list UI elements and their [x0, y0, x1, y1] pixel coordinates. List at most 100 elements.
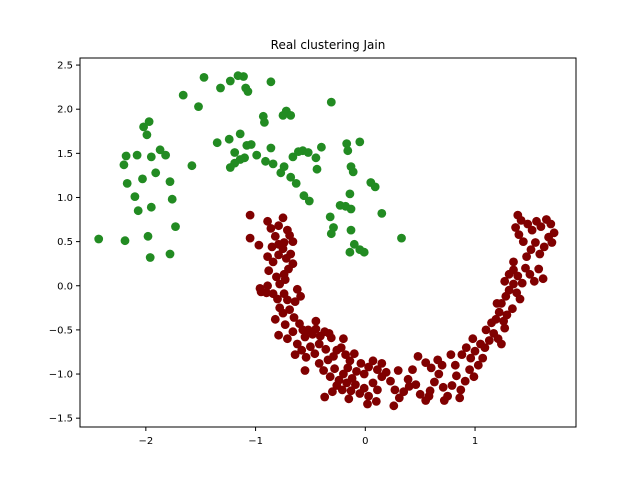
- series-1-point-167: [523, 219, 533, 229]
- y-tick-label: 0.5: [57, 237, 73, 248]
- series-1-point-19: [286, 249, 296, 259]
- series-0-point-60: [312, 164, 322, 174]
- series-1-point-81: [359, 369, 369, 379]
- series-1-point-40: [285, 305, 294, 314]
- series-1-point-175: [547, 238, 557, 247]
- x-axis: −2 −1 0 1: [138, 427, 478, 447]
- series-1-point-194: [492, 299, 502, 308]
- series-1-point-6: [274, 221, 283, 231]
- series-1-point-87: [337, 385, 347, 395]
- series-1-point-59: [301, 352, 311, 362]
- series-1-point-16: [274, 250, 283, 260]
- series-1-point-39: [278, 308, 288, 318]
- y-tick-label: −0.5: [49, 325, 73, 336]
- series-1-point-186: [439, 396, 449, 405]
- series-1-point-161: [535, 249, 545, 259]
- series-1-point-31: [273, 294, 282, 304]
- x-tick-label: 1: [472, 436, 478, 447]
- series-1-point-144: [504, 285, 514, 295]
- series-1-point-134: [497, 339, 506, 349]
- series-0-point-79: [346, 204, 356, 214]
- series-0-point-11: [132, 150, 142, 160]
- series-1-point-85: [377, 359, 387, 368]
- series-1-point-176: [513, 210, 523, 220]
- series-1-point-156: [534, 264, 544, 274]
- series-0-point-0: [94, 234, 104, 244]
- series-1-point-76: [339, 369, 348, 379]
- series-1-point-191: [413, 352, 423, 361]
- y-axis: −1.5 −1.0 −0.5 0.0 0.5 1.0 1.5 2.0 2.5: [49, 61, 80, 425]
- series-1-point-124: [450, 360, 460, 370]
- plot-frame: [79, 57, 577, 428]
- series-1-point-88: [342, 378, 352, 388]
- series-1-point-29: [263, 281, 272, 291]
- series-0-point-69: [343, 146, 353, 156]
- series-0-point-37: [230, 148, 240, 157]
- x-tick-label: −2: [138, 436, 153, 447]
- series-1-point-34: [292, 284, 302, 294]
- series-1-point-72: [319, 366, 328, 375]
- series-1-point-83: [368, 356, 378, 366]
- series-1-point-148: [500, 276, 510, 286]
- series-1-point-157: [538, 274, 548, 284]
- series-1-point-63: [321, 344, 331, 354]
- series-1-point-94: [368, 378, 378, 388]
- series-1-point-57: [290, 350, 300, 359]
- series-0-point-86: [377, 209, 387, 218]
- series-0-point-47: [266, 143, 276, 153]
- series-1-point-105: [415, 389, 425, 399]
- series-0-point-16: [165, 177, 175, 187]
- y-tick-label: −1.5: [49, 414, 73, 425]
- series-1-point-4: [266, 224, 276, 233]
- series-1-point-14: [263, 252, 272, 261]
- series-1-point-97: [381, 367, 391, 377]
- series-1-point-67: [336, 343, 346, 352]
- series-0-point-25: [199, 73, 209, 82]
- series-1-point-98: [386, 376, 395, 386]
- series-1-point-80: [356, 359, 366, 368]
- x-tick-label: 0: [362, 436, 368, 447]
- series-0-point-83: [359, 247, 369, 257]
- series-1-point-187: [404, 382, 414, 391]
- series-1-point-7: [278, 213, 288, 223]
- series-0-point-34: [212, 138, 222, 148]
- series-0-point-51: [261, 156, 270, 166]
- y-tick-label: 2.0: [57, 105, 73, 116]
- series-1-point-154: [525, 269, 535, 279]
- series-1-point-118: [473, 360, 483, 370]
- series-1-point-70: [349, 349, 359, 359]
- series-1-point-178: [500, 323, 510, 333]
- series-1-point-99: [390, 385, 400, 395]
- series-1-point-77: [343, 363, 353, 373]
- series-1-point-197: [300, 366, 310, 375]
- series-0-point-66: [304, 196, 314, 206]
- series-0-point-80: [345, 247, 355, 257]
- series-1-point-101: [399, 387, 409, 397]
- series-0-point-19: [165, 249, 175, 259]
- series-1-point-24: [272, 272, 281, 282]
- series-0-point-63: [286, 172, 296, 182]
- series-1-point-23: [264, 266, 274, 276]
- series-1-point-84: [373, 365, 382, 374]
- series-1-point-116: [465, 365, 474, 374]
- series-1-point-102: [403, 374, 413, 384]
- series-0-point-6: [130, 192, 140, 202]
- series-1-point-103: [408, 365, 417, 374]
- series-1-point-195: [468, 334, 478, 344]
- y-tick-label: 1.5: [57, 149, 73, 160]
- series-1-point-89: [346, 386, 356, 396]
- series-1-point-163: [518, 237, 528, 247]
- y-tick-label: 0.0: [57, 281, 73, 292]
- series-1-point-8: [267, 242, 277, 252]
- series-0-point-20: [142, 130, 152, 140]
- series-0-point-15: [161, 150, 171, 160]
- series-0-point-10: [121, 151, 131, 161]
- series-1-point-193: [262, 288, 271, 298]
- series-1-point-137: [491, 314, 501, 324]
- series-1-point-165: [511, 223, 520, 232]
- series-0-point-70: [342, 139, 352, 149]
- series-1-point-121: [433, 355, 443, 365]
- series-1-point-119: [478, 353, 488, 363]
- series-0-point-50: [286, 111, 296, 120]
